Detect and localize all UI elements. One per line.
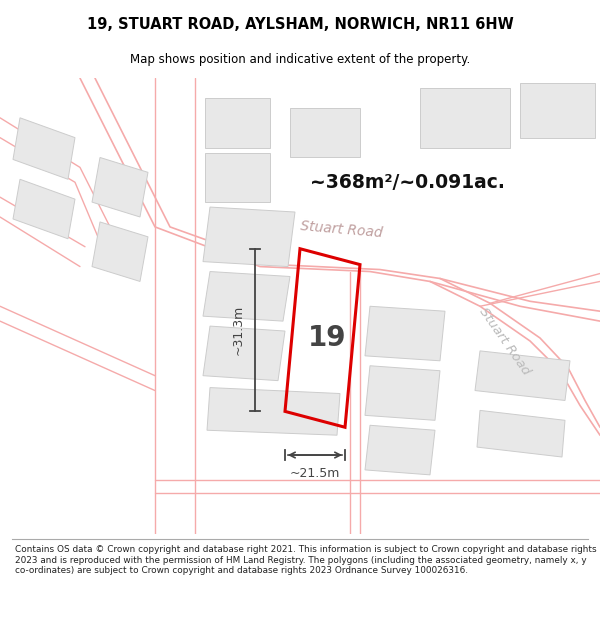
Polygon shape [203,207,295,267]
Polygon shape [13,118,75,179]
Polygon shape [520,83,595,138]
Text: Contains OS data © Crown copyright and database right 2021. This information is : Contains OS data © Crown copyright and d… [15,545,596,575]
Polygon shape [365,425,435,475]
Polygon shape [203,271,290,321]
Text: Stuart Road: Stuart Road [477,305,533,377]
Text: 19, STUART ROAD, AYLSHAM, NORWICH, NR11 6HW: 19, STUART ROAD, AYLSHAM, NORWICH, NR11 … [86,17,514,32]
Polygon shape [92,222,148,281]
Polygon shape [477,411,565,457]
Polygon shape [290,108,360,158]
Polygon shape [365,366,440,420]
Polygon shape [92,158,148,217]
Text: ~21.5m: ~21.5m [290,467,340,480]
Polygon shape [207,388,340,435]
Text: ~31.3m: ~31.3m [232,305,245,355]
Polygon shape [13,179,75,239]
Polygon shape [420,88,510,148]
Polygon shape [205,152,270,202]
Text: Map shows position and indicative extent of the property.: Map shows position and indicative extent… [130,53,470,66]
Text: 19: 19 [308,324,347,352]
Text: ~368m²/~0.091ac.: ~368m²/~0.091ac. [310,173,505,192]
Polygon shape [205,98,270,148]
Polygon shape [475,351,570,401]
Polygon shape [365,306,445,361]
Polygon shape [203,326,285,381]
Text: Stuart Road: Stuart Road [300,219,383,241]
